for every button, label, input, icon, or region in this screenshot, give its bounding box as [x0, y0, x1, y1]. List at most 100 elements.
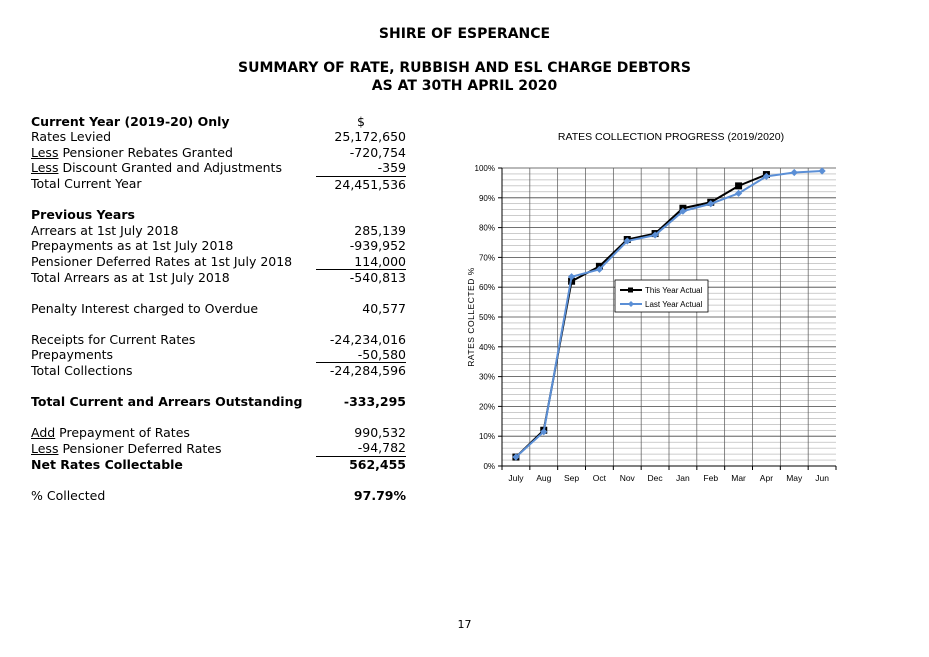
row-value: -939,952: [349, 238, 406, 254]
last-year-point: [734, 189, 743, 197]
legend-label: Last Year Actual: [645, 300, 703, 309]
table-row: Total Current and Arrears Outstanding -3…: [31, 394, 406, 409]
x-tick-label: Aug: [536, 473, 551, 483]
legend-label: This Year Actual: [645, 286, 703, 295]
x-tick-label: Dec: [648, 473, 664, 483]
y-tick-label: 30%: [479, 373, 495, 382]
debtors-summary-table: Current Year (2019-20) Only $ Rates Levi…: [31, 114, 406, 503]
row-label: Penalty Interest charged to Overdue: [31, 300, 259, 316]
row-label: Less Pensioner Rebates Granted: [31, 145, 316, 160]
row-label: Less Discount Granted and Adjustments: [31, 160, 316, 176]
report-date: AS AT 30TH APRIL 2020: [371, 78, 558, 94]
table-row: Penalty Interest charged to Overdue 40,5…: [31, 301, 406, 316]
row-value: 285,139: [354, 222, 406, 238]
y-axis-label: RATES COLLECTED %: [466, 267, 476, 367]
table-row: Current Year (2019-20) Only $: [31, 114, 406, 129]
table-row: Previous Years: [31, 207, 406, 222]
row-value: -24,234,016: [329, 331, 406, 347]
x-tick-label: July: [508, 473, 524, 483]
table-row: Less Discount Granted and Adjustments -3…: [31, 160, 406, 176]
currency-symbol: $: [357, 114, 365, 129]
previous-years-heading: Previous Years: [31, 207, 135, 223]
row-label-text: Pensioner Deferred Rates: [58, 440, 222, 456]
row-label: Prepayments: [31, 347, 114, 363]
y-tick-label: 60%: [479, 283, 495, 292]
row-label: % Collected: [31, 487, 106, 503]
row-value: 97.79%: [353, 487, 406, 503]
x-tick-label: Feb: [703, 473, 718, 483]
row-value: 40,577: [362, 300, 406, 316]
y-tick-label: 90%: [479, 194, 495, 203]
row-value: -720,754: [349, 144, 406, 160]
x-tick-label: Oct: [593, 473, 607, 483]
table-row: Arrears at 1st July 2018 285,139: [31, 223, 406, 238]
this-year-point: [735, 182, 743, 190]
y-tick-label: 80%: [479, 224, 495, 233]
row-value: 990,532: [354, 425, 406, 441]
last-year-point: [707, 200, 715, 208]
page-number: 17: [457, 618, 472, 631]
y-tick-label: 50%: [479, 313, 495, 322]
row-value: -333,295: [343, 394, 406, 410]
y-tick-label: 70%: [479, 253, 495, 262]
y-tick-label: 20%: [479, 402, 495, 411]
legend-marker: [628, 287, 633, 293]
series-line-last-year: [515, 169, 823, 458]
y-tick-label: 10%: [479, 432, 495, 441]
row-value: 24,451,536: [316, 175, 406, 193]
last-year-point: [540, 428, 548, 436]
table-row: Total Collections -24,284,596: [31, 362, 406, 379]
x-tick-label: Apr: [760, 473, 773, 483]
row-label: Add Prepayment of Rates: [31, 425, 316, 440]
table-row: Total Current Year 24,451,536: [31, 175, 406, 193]
row-value: 25,172,650: [334, 129, 406, 145]
legend-marker: [628, 301, 634, 307]
row-label: Rates Levied: [31, 129, 112, 145]
y-tick-label: 40%: [479, 343, 495, 352]
x-tick-label: Jan: [676, 473, 690, 483]
row-value: -359: [377, 160, 406, 176]
row-label: Less Pensioner Deferred Rates: [31, 440, 316, 456]
table-row: Net Rates Collectable 562,455: [31, 455, 406, 473]
last-year-point: [623, 237, 631, 245]
last-year-point: [790, 168, 798, 177]
row-label-text: Pensioner Rebates Granted: [58, 144, 233, 160]
row-value: -94,782: [357, 440, 406, 456]
row-value: 562,455: [316, 455, 406, 473]
report-title: SUMMARY OF RATE, RUBBISH AND ESL CHARGE …: [238, 60, 691, 76]
row-label: Receipts for Current Rates: [31, 331, 196, 347]
row-label: Total Collections: [31, 363, 133, 379]
table-row: Prepayments -50,580: [31, 347, 406, 363]
table-row: Total Arrears as at 1st July 2018 -540,8…: [31, 269, 406, 286]
row-value: -24,284,596: [316, 362, 406, 379]
last-year-point: [762, 172, 771, 180]
row-label-text: Prepayment of Rates: [55, 425, 190, 441]
table-row: Less Pensioner Deferred Rates -94,782: [31, 440, 406, 456]
x-tick-label: Jun: [815, 473, 829, 483]
row-label: Total Current Year: [31, 176, 142, 192]
row-label: Net Rates Collectable: [31, 456, 183, 472]
row-label: Total Arrears as at 1st July 2018: [31, 269, 230, 285]
chart-title: RATES COLLECTION PROGRESS (2019/2020): [558, 131, 784, 143]
table-row: Add Prepayment of Rates 990,532: [31, 425, 406, 440]
x-tick-label: Sep: [564, 473, 579, 483]
table-row: Rates Levied 25,172,650: [31, 129, 406, 144]
row-value: 114,000: [354, 253, 406, 269]
row-label-prefix: Less: [31, 144, 59, 160]
last-year-point: [818, 167, 826, 175]
chart-legend: [614, 279, 709, 313]
row-label: Arrears at 1st July 2018: [31, 222, 179, 238]
x-tick-label: Nov: [620, 473, 636, 483]
row-label: Pensioner Deferred Rates at 1st July 201…: [31, 253, 293, 269]
row-value: -540,813: [316, 269, 406, 286]
x-tick-label: May: [786, 473, 803, 483]
x-tick-label: Mar: [731, 473, 746, 483]
current-year-heading: Current Year (2019-20) Only: [31, 114, 230, 129]
table-row: Pensioner Deferred Rates at 1st July 201…: [31, 254, 406, 270]
table-row: Less Pensioner Rebates Granted -720,754: [31, 145, 406, 160]
table-row: % Collected 97.79%: [31, 488, 406, 503]
table-row: Prepayments as at 1st July 2018 -939,952: [31, 238, 406, 253]
y-tick-label: 100%: [475, 164, 495, 173]
row-label-prefix: Less: [31, 160, 59, 176]
row-label-prefix: Less: [31, 440, 59, 456]
